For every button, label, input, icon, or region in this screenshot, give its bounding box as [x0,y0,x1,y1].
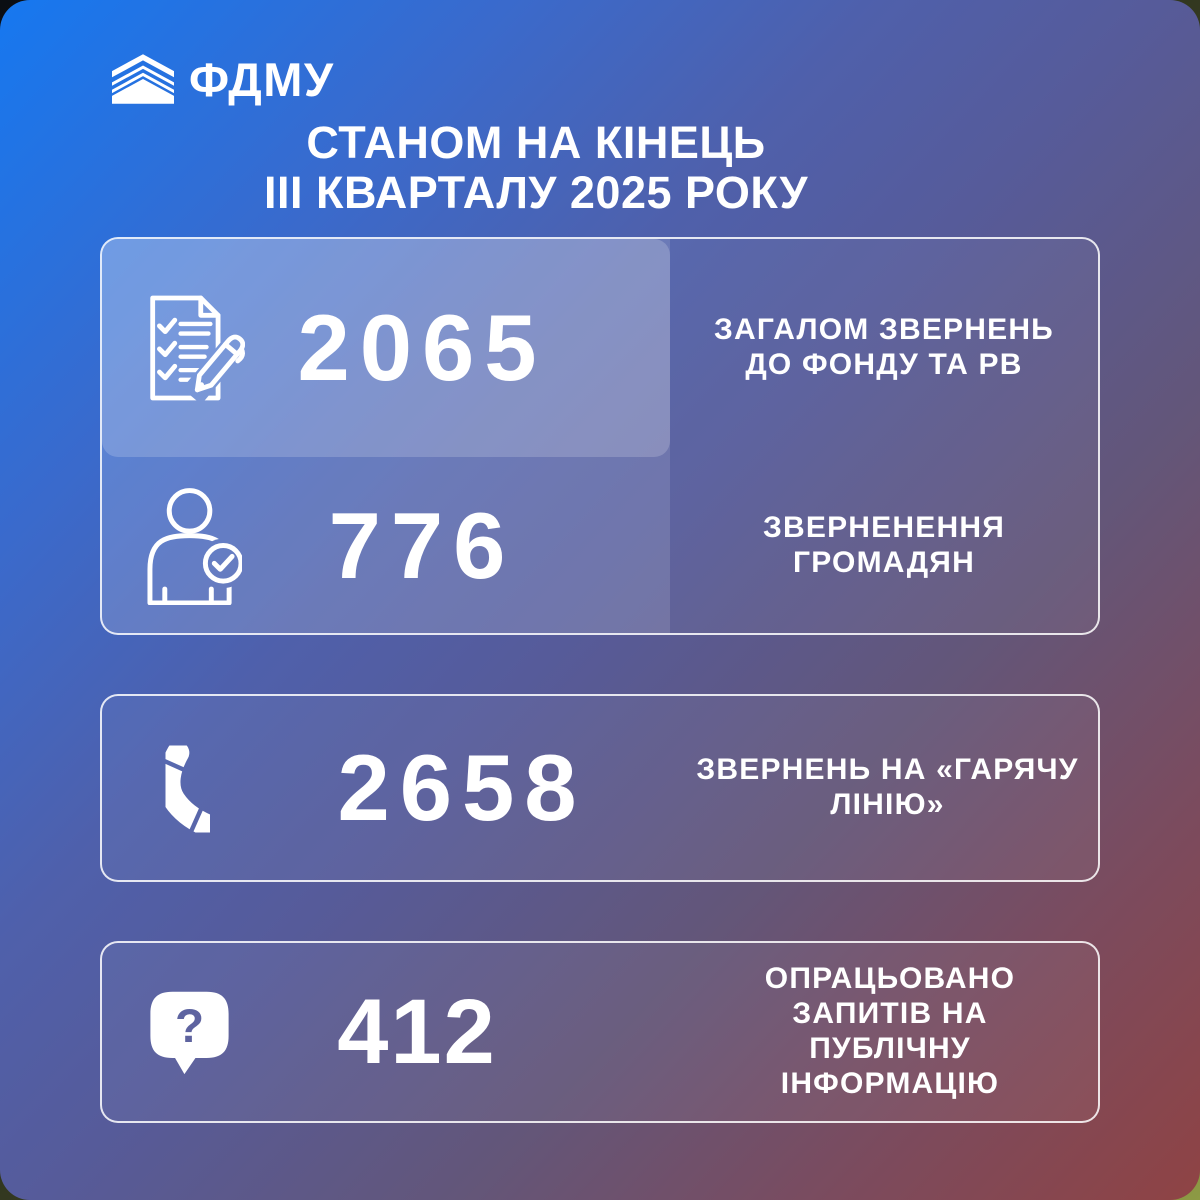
card-left-panel [102,239,670,633]
logo: ФДМУ [112,54,335,104]
stat-row-total-appeals: 2065 ЗАГАЛОМ ЗВЕРНЕНЬ ДО ФОНДУ ТА РВ [102,239,1098,457]
stat-label-public-info: ОПРАЦЬОВАНО ЗАПИТІВ НА ПУБЛІЧНУ ІНФОРМАЦ… [764,962,1016,1100]
stat-value-citizen-appeals: 776 [328,493,516,598]
question-bubble-icon: ? [150,991,229,1074]
stat-value-hotline: 2658 [337,735,587,840]
stat-row-public-info: ? 412 ОПРАЦЬОВАНО ЗАПИТІВ НА ПУБЛІЧНУ ІН… [102,943,1098,1121]
stat-label-hotline: ЗВЕРНЕНЬ НА «ГАРЯЧУ ЛІНІЮ» [696,753,1079,821]
stat-value-public-info: 412 [337,981,497,1083]
checklist-pen-icon [150,295,245,401]
stat-label-total-appeals: ЗАГАЛОМ ЗВЕРНЕНЬ ДО ФОНДУ ТА РВ [714,313,1054,381]
stat-card-appeals: 2065 ЗАГАЛОМ ЗВЕРНЕНЬ ДО ФОНДУ ТА РВ [100,237,1100,635]
fdmu-chevrons-icon [112,54,174,104]
page-title: СТАНОМ НА КІНЕЦЬ ІІІ КВАРТАЛУ 2025 РОКУ [263,117,809,218]
phone-icon [157,741,217,835]
stat-label-citizen-appeals: ЗВЕРНЕНЕННЯ ГРОМАДЯН [763,511,1005,579]
stat-value-total-appeals: 2065 [297,295,547,400]
person-check-icon [147,487,242,605]
stat-card-hotline: 2658 ЗВЕРНЕНЬ НА «ГАРЯЧУ ЛІНІЮ» [100,694,1100,882]
stat-row-hotline: 2658 ЗВЕРНЕНЬ НА «ГАРЯЧУ ЛІНІЮ» [102,696,1098,880]
logo-text: ФДМУ [189,52,335,106]
stat-row-citizen-appeals: 776 ЗВЕРНЕНЕННЯ ГРОМАДЯН [102,457,1098,635]
stat-card-public-info: ? 412 ОПРАЦЬОВАНО ЗАПИТІВ НА ПУБЛІЧНУ ІН… [100,941,1100,1123]
